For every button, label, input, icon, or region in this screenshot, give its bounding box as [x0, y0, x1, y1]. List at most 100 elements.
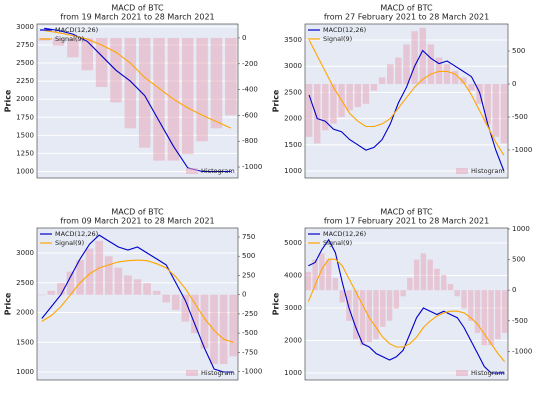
histogram-bar: [354, 84, 362, 108]
histogram-bar: [481, 290, 488, 346]
histogram-bar: [407, 277, 413, 291]
y-tick-label: 1000: [16, 167, 34, 175]
legend-label: Signal(9): [55, 35, 84, 43]
legend-swatch: [186, 168, 198, 174]
histogram-bar: [171, 294, 180, 311]
legend-label: Signal(9): [323, 239, 352, 247]
histogram-bar: [124, 37, 137, 129]
y-tick-label: 3000: [16, 23, 34, 31]
legend-label: Histogram: [471, 167, 505, 175]
histogram-bar: [133, 279, 142, 295]
histogram-bar: [447, 284, 454, 291]
y-tick-label: 3000: [16, 249, 34, 257]
histogram-bar: [191, 294, 199, 334]
y-tick-label: 2000: [16, 95, 34, 103]
y2-tick-label: -400: [242, 86, 258, 94]
histogram-bar: [52, 37, 65, 46]
histogram-bar: [413, 259, 420, 291]
histogram-bar: [346, 290, 352, 321]
histogram-bar: [67, 37, 79, 58]
histogram-bar: [353, 290, 359, 340]
histogram-bar: [395, 57, 402, 85]
line-series: [41, 259, 234, 343]
histogram-bar: [419, 27, 426, 85]
y-tick-label: 1250: [16, 149, 34, 157]
histogram-bar: [312, 259, 318, 291]
histogram-bar: [219, 294, 228, 364]
histogram-bar: [114, 267, 123, 295]
histogram-bar: [182, 37, 194, 155]
histogram-bar: [225, 37, 237, 116]
histogram-bar: [380, 290, 386, 327]
legend-label: Histogram: [201, 369, 235, 377]
y-axis-label: Price: [272, 89, 281, 112]
histogram-bar: [124, 275, 132, 295]
line-series: [41, 234, 234, 373]
plot-frame: [304, 23, 509, 179]
histogram-bar: [104, 256, 113, 295]
histogram-bar: [468, 84, 475, 91]
y2-tick-label: -1000: [512, 347, 532, 355]
y-tick-label: 3000: [284, 62, 302, 70]
histogram-bar: [81, 37, 93, 71]
histogram-bar: [427, 259, 433, 291]
histogram-bar: [47, 290, 56, 295]
legend-label: MACD(12,26): [323, 230, 366, 238]
y2-tick-label: -1000: [512, 146, 532, 154]
histogram-bar: [420, 253, 427, 291]
histogram-bar: [330, 84, 337, 124]
histogram-bar: [443, 64, 451, 85]
histogram-bar: [138, 37, 151, 148]
histogram-bar: [162, 294, 171, 303]
histogram-bar: [66, 271, 75, 295]
y2-tick-label: -500: [242, 329, 258, 337]
legend-swatch: [456, 168, 468, 174]
y-tick-label: 1500: [284, 141, 302, 149]
histogram-bar: [400, 290, 406, 297]
histogram-bar: [468, 290, 474, 321]
line-series: [44, 27, 231, 173]
chart-subtitle: from 27 February 2021 to 28 March 2021: [324, 13, 489, 22]
legend-label: Histogram: [201, 167, 235, 175]
histogram-bar: [403, 44, 410, 85]
histogram-bar: [451, 70, 459, 85]
y-tick-label: 2000: [16, 309, 34, 317]
y-tick-label: 2500: [284, 88, 302, 96]
y-tick-label: 2250: [16, 77, 34, 85]
y2-tick-label: 0: [512, 286, 516, 294]
histogram-bar: [319, 253, 325, 291]
histogram-bar: [210, 37, 223, 129]
histogram-bar: [454, 290, 460, 297]
y-tick-label: 2500: [16, 279, 34, 287]
y-tick-label: 2000: [284, 115, 302, 123]
histogram-bar: [460, 77, 467, 85]
histogram-bar: [495, 290, 501, 340]
y-tick-label: 3000: [284, 304, 302, 312]
line-series: [308, 49, 505, 172]
histogram-bar: [37, 294, 46, 296]
y-tick-label: 1750: [16, 113, 34, 121]
histogram-bar: [435, 57, 443, 85]
histogram-bar: [196, 37, 208, 142]
histogram-bar: [393, 290, 400, 309]
y-tick-label: 4000: [284, 271, 302, 279]
plot-frame: [36, 227, 239, 381]
y2-tick-label: -1000: [242, 163, 262, 171]
histogram-bar: [346, 84, 353, 111]
y-axis-label: Price: [4, 292, 13, 315]
histogram-bar: [153, 37, 165, 161]
histogram-bar: [200, 294, 209, 349]
histogram-bar: [386, 290, 393, 321]
y2-tick-label: 500: [512, 256, 525, 264]
y-axis-label: Price: [4, 89, 13, 112]
legend-label: Signal(9): [323, 35, 352, 43]
histogram-bar: [366, 290, 372, 343]
histogram-bar: [484, 84, 491, 124]
histogram-bar: [143, 283, 151, 295]
y-tick-label: 1000: [284, 167, 302, 175]
histogram-bar: [152, 290, 161, 295]
y-tick-label: 2000: [284, 336, 302, 344]
